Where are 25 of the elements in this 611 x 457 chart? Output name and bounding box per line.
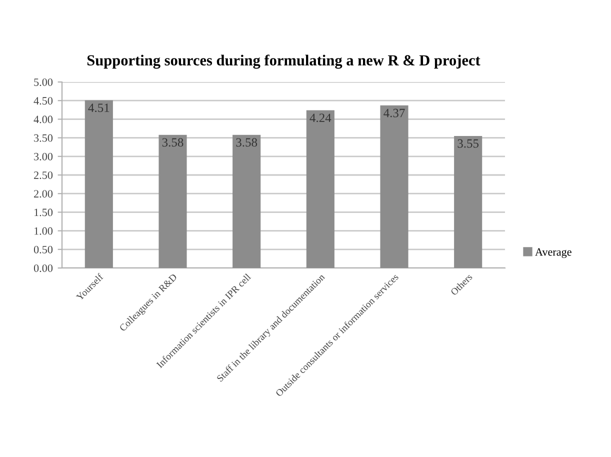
y-tick-label: 3.00	[34, 152, 53, 160]
y-tick-label: 5.00	[34, 78, 53, 86]
data-label: 3.55	[458, 139, 479, 148]
y-tick-label: 4.00	[34, 116, 53, 124]
chart-title: Supporting sources during formulating a new R & D project	[87, 54, 480, 69]
bar	[84, 100, 113, 268]
y-tick-label: 4.50	[34, 97, 53, 105]
bar	[454, 136, 482, 268]
bar	[158, 134, 187, 268]
data-label: 3.58	[162, 138, 184, 147]
y-tick-label: 3.50	[34, 134, 53, 142]
y-tick-label: 2.50	[34, 171, 53, 180]
bar	[232, 134, 261, 268]
data-label: 4.51	[88, 104, 110, 112]
data-label: 4.37	[384, 108, 405, 118]
bar	[380, 105, 408, 268]
y-tick-label: 1.50	[34, 208, 53, 216]
data-label: 3.58	[236, 138, 258, 147]
y-tick-label: 1.00	[34, 227, 53, 235]
y-tick-label: 0.00	[34, 264, 53, 272]
legend-label: Average	[535, 248, 572, 258]
bar	[306, 110, 334, 268]
data-label: 4.24	[310, 114, 332, 122]
y-tick-label: 2.00	[34, 190, 53, 198]
y-tick-label: 0.50	[34, 246, 53, 254]
